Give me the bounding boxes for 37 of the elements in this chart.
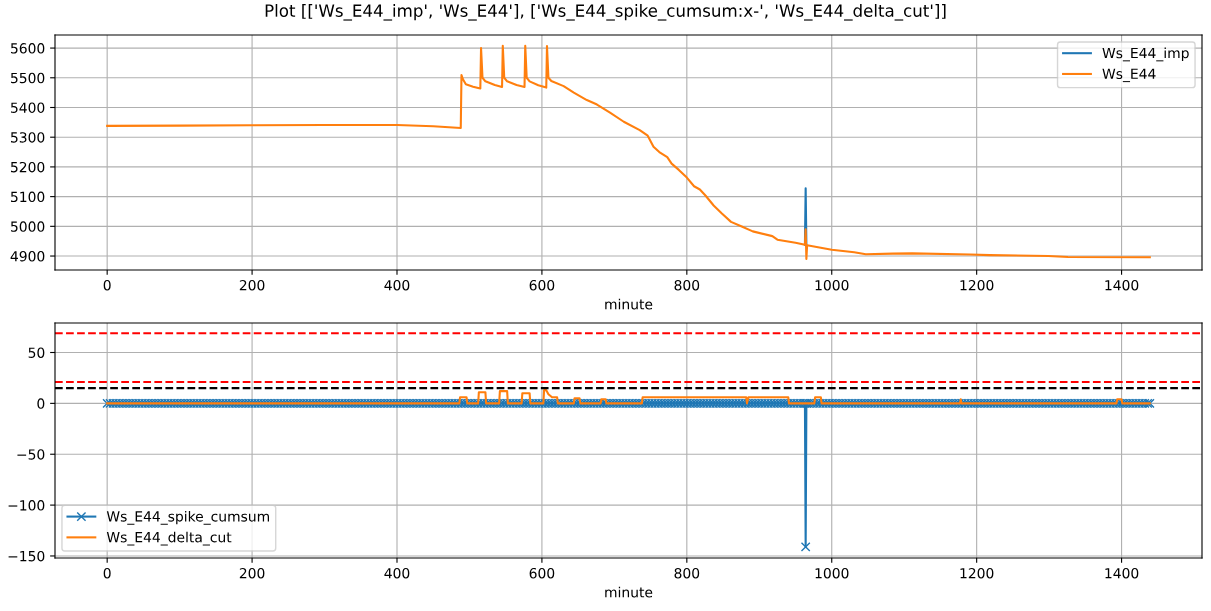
y-tick-label: 5000 [11, 221, 45, 232]
y-tick-label: 5300 [11, 132, 45, 143]
x-tick-label: 600 [529, 567, 555, 579]
legend-label: Ws_E44_imp [1102, 47, 1189, 62]
x-tick-label: 400 [384, 567, 410, 579]
x-tick-label: 400 [384, 279, 410, 291]
x-tick-label: 200 [239, 567, 265, 579]
line-series [106, 389, 1151, 405]
y-tick-label: 5200 [11, 161, 45, 173]
y-tick-label: 0 [37, 398, 45, 409]
x-tick-label: 0 [103, 279, 111, 291]
x-tick-label: 800 [674, 279, 700, 291]
x-axis-title: minute [605, 298, 653, 310]
x-tick-label: 1400 [1105, 567, 1139, 579]
y-tick-label: −50 [17, 449, 45, 460]
x-tick-label: 1000 [815, 279, 849, 291]
y-tick-label: 50 [28, 347, 45, 358]
x-tick-label: 0 [103, 567, 111, 579]
x-axis-title: minute [605, 586, 653, 598]
x-tick-label: 1400 [1105, 279, 1139, 291]
y-tick-label: 4900 [10, 251, 45, 262]
y-tick-label: 5400 [11, 102, 45, 113]
legend-label: Ws_E44 [1102, 68, 1156, 83]
x-tick-label: 1200 [960, 567, 994, 579]
x-tick-label: 1000 [815, 567, 849, 579]
y-tick-label: −150 [8, 550, 45, 562]
y-tick-label: 5100 [11, 191, 45, 203]
x-tick-label: 800 [674, 567, 700, 579]
legend-label: Ws_E44_spike_cumsum [106, 510, 269, 525]
y-tick-label: 5600 [11, 43, 45, 54]
y-tick-label: −100 [8, 500, 45, 511]
x-tick-label: 600 [529, 279, 555, 291]
x-tick-label: 1200 [960, 279, 994, 291]
x-tick-label: 200 [239, 279, 265, 291]
chart-title: Plot [['Ws_E44_imp', 'Ws_E44'], ['Ws_E44_spike_cumsum:x-', 'Ws_E44_delta_cut']] [265, 4, 946, 21]
y-tick-label: 5500 [11, 72, 45, 84]
legend-label: Ws_E44_delta_cut [106, 531, 232, 546]
